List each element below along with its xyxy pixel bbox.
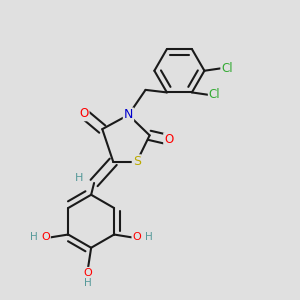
Text: H: H: [30, 232, 38, 242]
Text: S: S: [133, 155, 141, 168]
Text: Cl: Cl: [209, 88, 220, 101]
Text: O: O: [41, 232, 50, 242]
Text: O: O: [84, 268, 93, 278]
Text: N: N: [124, 108, 133, 122]
Text: H: H: [145, 232, 152, 242]
Text: Cl: Cl: [221, 62, 233, 75]
Text: O: O: [132, 232, 141, 242]
Text: H: H: [75, 173, 83, 183]
Text: O: O: [80, 107, 89, 120]
Text: H: H: [84, 278, 92, 288]
Text: O: O: [164, 133, 173, 146]
